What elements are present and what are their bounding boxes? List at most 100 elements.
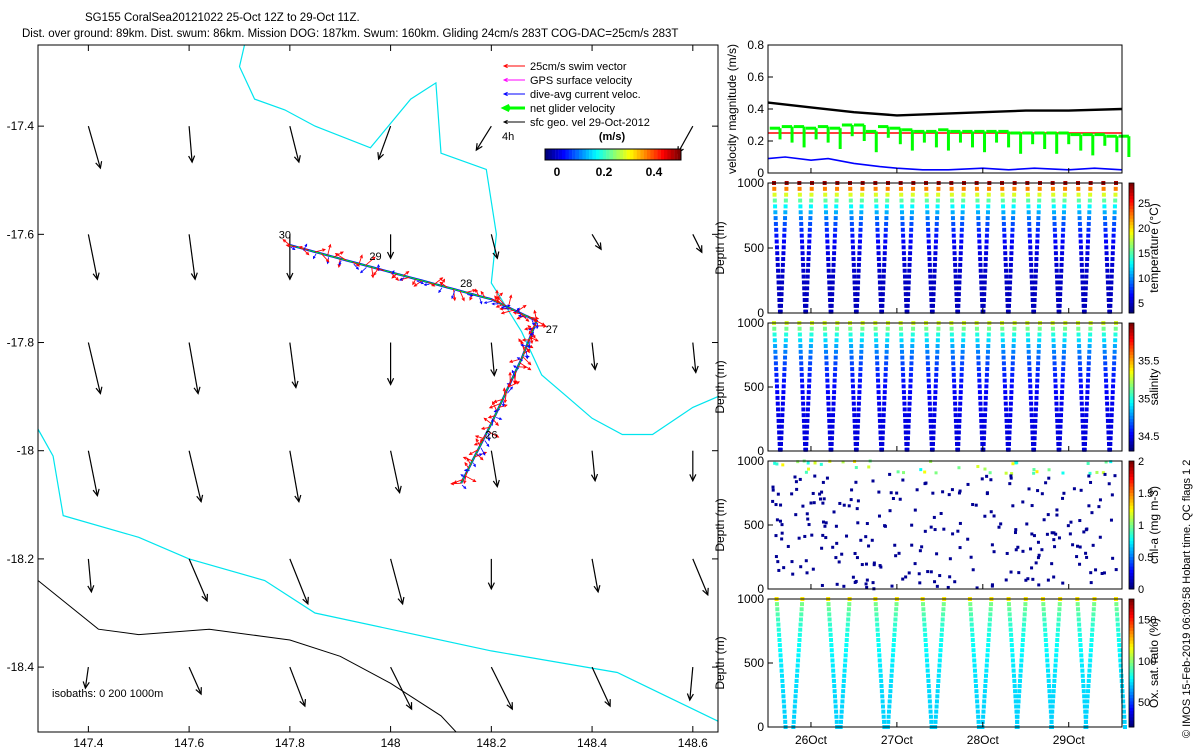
oxygen-sample [1119, 673, 1124, 678]
oxygen-sample [1079, 653, 1084, 658]
swim-vector [333, 251, 344, 258]
p-sal-sample [878, 424, 883, 429]
oxygen-sample [1114, 607, 1119, 612]
geo-vector-head [201, 593, 208, 603]
p-temp-sample [981, 298, 986, 302]
swim-vector-head [464, 461, 468, 466]
p-temp-sample [926, 227, 931, 232]
chl-sample [947, 493, 951, 497]
geo-vector-head [590, 362, 598, 371]
velocity-ytick-label: 0.2 [747, 134, 764, 148]
p-sal-sample [859, 355, 864, 360]
oxygen-sample [923, 643, 928, 648]
p-temp-sample [880, 309, 885, 314]
oxygen-sample [792, 709, 797, 714]
oxygen-sample [922, 622, 927, 627]
chl-sample [798, 477, 802, 481]
p-sal-sample [1055, 430, 1060, 435]
dac-vector-head [338, 262, 342, 266]
geo-vector [490, 666, 513, 710]
p-sal-sample [1102, 344, 1107, 349]
p-sal-sample [958, 390, 963, 395]
p-sal-sample [977, 378, 982, 383]
p-sal-sample [950, 355, 955, 360]
oxygen-sample [1091, 612, 1096, 617]
p-chl-cbar-swatch [1129, 528, 1134, 532]
geo-vector-head [492, 251, 500, 260]
p-oxy-cbar-swatch [1129, 723, 1134, 728]
oxygen-sample [886, 709, 891, 714]
p-temp-sample [805, 268, 810, 273]
p-temp-sample [960, 204, 965, 209]
oxygen-sample [1089, 637, 1094, 642]
p-temp-sample [901, 239, 906, 244]
p-sal-sample [799, 367, 804, 372]
p-sal-cbar-swatch [1129, 348, 1134, 353]
p-sal-sample [977, 390, 982, 395]
swim-vector [484, 417, 492, 425]
swim-vector-head [503, 404, 508, 408]
oxygen-sample [1012, 684, 1017, 689]
p-temp-sample [858, 227, 863, 232]
oxygen-sample [1015, 714, 1020, 719]
p-temp-sample [773, 216, 778, 221]
p-sal-sample [1003, 401, 1008, 406]
chl-sample [976, 465, 980, 469]
p-sal-sample [953, 401, 958, 406]
p-temp-cbar-swatch [1129, 290, 1134, 294]
colorbar-swatch [613, 149, 617, 160]
geo-vector-head [691, 365, 699, 374]
p-temp-cbar-swatch [1129, 196, 1134, 200]
colorbar-swatch [630, 149, 634, 160]
oxygen-sample [894, 602, 899, 607]
p-chl-cbar-swatch [1129, 566, 1134, 571]
p-oxy-cbar-swatch [1129, 714, 1134, 718]
p-sal-sample [925, 344, 930, 349]
date-tick-label: 27Oct [881, 733, 914, 747]
p-chl-cbar-swatch [1129, 499, 1134, 504]
chl-sample [895, 491, 899, 495]
p-temp-sample [1026, 198, 1031, 203]
p-temp-cbar-swatch [1129, 205, 1134, 210]
swim-vector [519, 362, 531, 371]
p-temp-sample [933, 251, 938, 256]
oxygen-sample [1042, 622, 1047, 627]
p-sal-sample [855, 430, 860, 435]
oxygen-sample [1043, 637, 1048, 642]
p-sal-cbar-swatch [1129, 387, 1134, 391]
p-temp-sample [877, 274, 882, 279]
p-sal-sample [928, 418, 933, 423]
swim-vector-head [412, 281, 416, 286]
p-temp-cbar-swatch [1129, 241, 1134, 246]
p-temp-sample [1034, 262, 1039, 267]
p-sal-sample [856, 413, 861, 418]
p-temp-sample [954, 292, 959, 297]
chl-sample [794, 513, 798, 517]
figure-subtitle: Dist. over ground: 89km. Dist. swum: 86k… [22, 28, 678, 40]
p-temp-sample [1027, 233, 1032, 238]
colorbar-swatch [633, 149, 637, 160]
p-temp-sample [783, 210, 788, 215]
chl-sample [801, 504, 805, 508]
p-sal-sample [807, 384, 812, 389]
oxygen-sample [970, 627, 975, 632]
p-sal-sample [1012, 332, 1017, 337]
p-temp-sample [881, 268, 886, 273]
oxygen-sample [879, 684, 884, 689]
chl-sample [1098, 535, 1102, 539]
p-sal-sample [874, 355, 879, 360]
p-temp-cbar-frame [1128, 182, 1135, 314]
p-oxy-cbar-swatch [1129, 627, 1134, 632]
swim-vector-head [431, 283, 436, 287]
oxygen-sample [1086, 678, 1091, 683]
p-temp-sample [877, 268, 882, 273]
chl-sample [946, 585, 950, 589]
p-sal-sample [798, 344, 803, 349]
p-sal-sample [931, 436, 936, 441]
p-temp-sample [1009, 245, 1014, 250]
p-temp-sample [804, 309, 809, 314]
p-sal-sample [805, 424, 810, 429]
oxygen-sample [1009, 632, 1014, 637]
p-sal-sample [1032, 447, 1037, 452]
